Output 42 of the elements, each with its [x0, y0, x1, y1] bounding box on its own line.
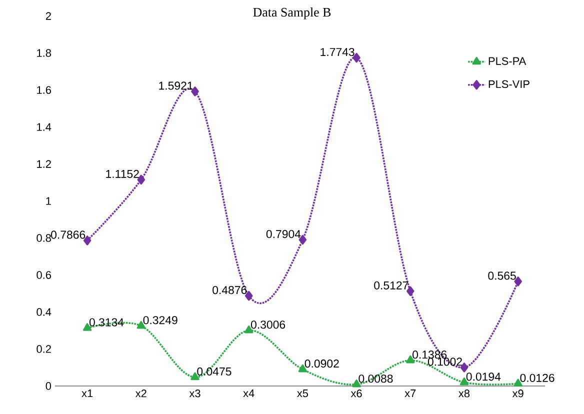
y-tick-label: 1.8 — [37, 49, 51, 57]
data-label: 0.3134 — [89, 318, 124, 326]
legend-label: PLS-VIP — [488, 80, 530, 88]
y-tick-label: 0.4 — [36, 308, 52, 316]
y-tick-label: 0.8 — [36, 234, 51, 242]
data-label: 0.7904 — [266, 230, 301, 238]
data-label: 1.5921 — [159, 82, 193, 90]
x-tick-label: x3 — [189, 390, 200, 398]
y-tick-label: 0 — [46, 382, 52, 390]
legend-label: PLS-PA — [488, 57, 526, 65]
y-tick-label: 1.6 — [37, 86, 51, 94]
data-label: 0.3006 — [250, 320, 286, 329]
y-tick-label: 2 — [46, 12, 51, 20]
x-tick-label: x1 — [82, 390, 93, 398]
data-label: 0.565 — [488, 272, 516, 280]
x-tick-label: x6 — [350, 390, 362, 398]
data-label: 1.1152 — [106, 170, 139, 178]
x-tick-label: x8 — [458, 390, 470, 398]
x-tick-label: x5 — [297, 390, 308, 398]
data-label: 0.7866 — [51, 230, 86, 239]
data-label: 0.4876 — [212, 286, 247, 294]
chart-title: Data Sample B — [253, 8, 331, 20]
data-label: 0.0194 — [466, 372, 501, 381]
point — [137, 174, 146, 185]
y-tick-label: 1 — [46, 197, 51, 205]
y-tick-label: 1.2 — [37, 160, 51, 168]
data-label: 0.0902 — [304, 360, 339, 368]
point — [352, 52, 360, 63]
y-tick-label: 0.2 — [36, 345, 51, 353]
y-tick-label: 1.4 — [37, 123, 52, 131]
x-tick-label: x4 — [243, 390, 254, 398]
y-tick-label: 0.6 — [36, 271, 51, 279]
point — [191, 86, 199, 96]
point — [460, 362, 468, 372]
data-label: 0.3249 — [143, 316, 178, 324]
x-tick-label: x2 — [135, 390, 146, 398]
data-label: 0.5127 — [374, 281, 408, 290]
data-label: 1.7743 — [320, 48, 354, 56]
x-tick-label: x7 — [404, 390, 416, 398]
point — [514, 276, 522, 286]
x-tick-label: x9 — [512, 390, 524, 398]
data-label: 0.0126 — [520, 374, 554, 382]
